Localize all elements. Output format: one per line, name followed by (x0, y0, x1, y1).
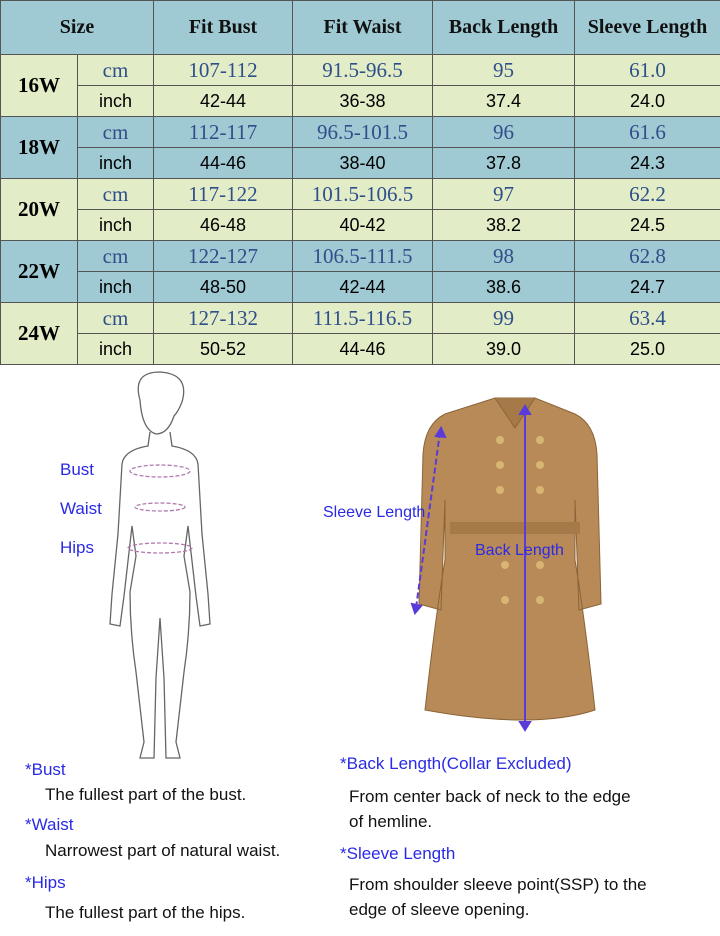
value-cell: 48-50 (153, 271, 293, 303)
value-cell: 96.5-101.5 (292, 116, 433, 148)
size-cell: 18W (0, 116, 78, 179)
value-cell: 24.5 (574, 209, 720, 241)
waist-label: Waist (60, 499, 102, 518)
header-size: Size (0, 0, 154, 55)
unit-cell: cm (77, 178, 154, 210)
table-row: inch 46-48 40-42 38.2 24.5 (1, 209, 720, 241)
back-length-def-text-2: of hemline. (349, 812, 433, 831)
hips-def-text: The fullest part of the hips. (45, 903, 246, 922)
size-cell: 20W (0, 178, 78, 241)
unit-cell: inch (77, 147, 154, 179)
value-cell: 122-127 (153, 240, 293, 272)
value-cell: 63.4 (574, 302, 720, 334)
table-row: 24W cm 127-132 111.5-116.5 99 63.4 (0, 302, 720, 365)
value-cell: 107-112 (153, 54, 293, 86)
value-cell: 101.5-106.5 (292, 178, 433, 210)
unit-cell: cm (77, 302, 154, 334)
bust-label: Bust (60, 460, 95, 479)
table-row: 18W cm 112-117 96.5-101.5 96 61.6 (0, 116, 720, 179)
value-cell: 38-40 (292, 147, 433, 179)
back-length-label: Back Length (475, 542, 564, 559)
sleeve-length-label: Sleeve Length (323, 504, 426, 521)
value-cell: 37.4 (432, 85, 575, 117)
value-cell: 95 (432, 54, 575, 86)
header-sleeve-length: Sleeve Length (574, 0, 720, 55)
unit-cell: inch (77, 271, 154, 303)
value-cell: 39.0 (432, 333, 575, 365)
table-row: 16W cm 107-112 91.5-96.5 95 61.0 (0, 54, 720, 117)
table-row: 20W cm 117-122 101.5-106.5 97 62.2 (0, 178, 720, 241)
value-cell: 106.5-111.5 (292, 240, 433, 272)
sleeve-length-def-text-1: From shoulder sleeve point(SSP) to the (349, 875, 647, 894)
value-cell: 42-44 (153, 85, 293, 117)
bust-def-text: The fullest part of the bust. (45, 785, 247, 804)
value-cell: 111.5-116.5 (292, 302, 433, 334)
value-cell: 112-117 (153, 116, 293, 148)
value-cell: 117-122 (153, 178, 293, 210)
value-cell: 38.6 (432, 271, 575, 303)
table-row: inch 48-50 42-44 38.6 24.7 (1, 271, 720, 303)
value-cell: 38.2 (432, 209, 575, 241)
waist-def-title: *Waist (25, 815, 74, 834)
body-figure-illustration (109, 371, 211, 759)
table-header-row: Size Fit Bust Fit Waist Back Length Slee… (0, 0, 720, 55)
value-cell: 91.5-96.5 (292, 54, 433, 86)
unit-cell: cm (77, 116, 154, 148)
value-cell: 61.0 (574, 54, 720, 86)
value-cell: 46-48 (153, 209, 293, 241)
size-cell: 24W (0, 302, 78, 365)
hips-label: Hips (60, 538, 95, 557)
value-cell: 24.3 (574, 147, 720, 179)
waist-def-text: Narrowest part of natural waist. (45, 841, 281, 860)
table-row: inch 42-44 36-38 37.4 24.0 (1, 85, 720, 117)
size-cell: 22W (0, 240, 78, 303)
value-cell: 61.6 (574, 116, 720, 148)
unit-cell: inch (77, 209, 154, 241)
value-cell: 98 (432, 240, 575, 272)
unit-cell: cm (77, 240, 154, 272)
header-fit-bust: Fit Bust (153, 0, 293, 55)
value-cell: 99 (432, 302, 575, 334)
unit-cell: inch (77, 85, 154, 117)
size-chart-table: Size Fit Bust Fit Waist Back Length Slee… (0, 0, 720, 365)
bust-def-title: *Bust (25, 760, 66, 779)
hips-def-title: *Hips (25, 873, 66, 892)
value-cell: 97 (432, 178, 575, 210)
table-row: inch 44-46 38-40 37.8 24.3 (1, 147, 720, 179)
value-cell: 24.0 (574, 85, 720, 117)
value-cell: 42-44 (292, 271, 433, 303)
value-cell: 50-52 (153, 333, 293, 365)
value-cell: 24.7 (574, 271, 720, 303)
coat-product-image (410, 397, 602, 732)
back-length-def-text-1: From center back of neck to the edge (349, 787, 631, 806)
size-cell: 16W (0, 54, 78, 117)
back-length-def-title: *Back Length(Collar Excluded) (340, 754, 572, 773)
value-cell: 62.8 (574, 240, 720, 272)
value-cell: 44-46 (292, 333, 433, 365)
header-back-length: Back Length (432, 0, 575, 55)
value-cell: 96 (432, 116, 575, 148)
sleeve-length-def-title: *Sleeve Length (340, 844, 456, 863)
value-cell: 40-42 (292, 209, 433, 241)
table-row: inch 50-52 44-46 39.0 25.0 (1, 333, 720, 365)
value-cell: 44-46 (153, 147, 293, 179)
value-cell: 62.2 (574, 178, 720, 210)
unit-cell: inch (77, 333, 154, 365)
value-cell: 127-132 (153, 302, 293, 334)
header-fit-waist: Fit Waist (292, 0, 433, 55)
value-cell: 37.8 (432, 147, 575, 179)
value-cell: 36-38 (292, 85, 433, 117)
unit-cell: cm (77, 54, 154, 86)
sleeve-length-def-text-2: edge of sleeve opening. (349, 900, 530, 919)
value-cell: 25.0 (574, 333, 720, 365)
table-row: 22W cm 122-127 106.5-111.5 98 62.8 (0, 240, 720, 303)
